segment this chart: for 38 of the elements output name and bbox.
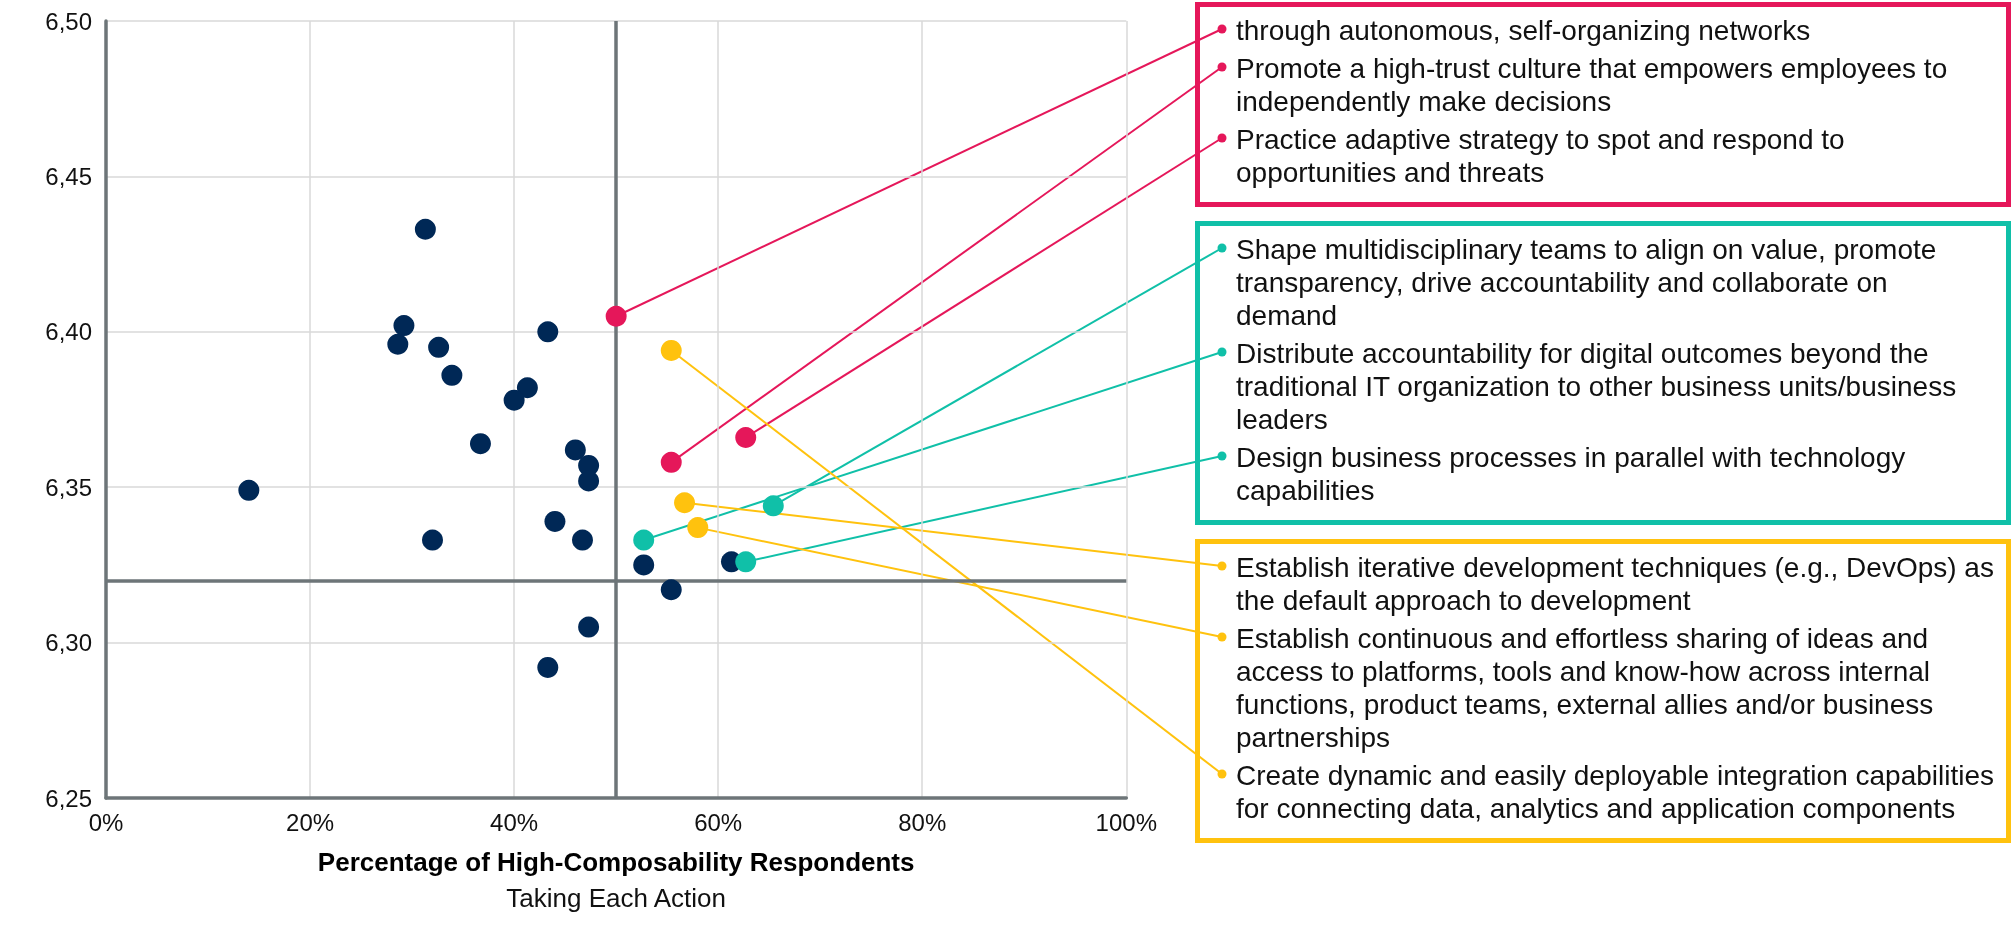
x-tick-label: 20% bbox=[286, 808, 335, 836]
point bbox=[503, 389, 525, 411]
point bbox=[544, 510, 566, 532]
point bbox=[469, 433, 491, 455]
y-tick-label: 6,30 bbox=[45, 629, 92, 657]
point bbox=[238, 479, 260, 501]
point bbox=[578, 616, 600, 638]
y-tick-label: 6,50 bbox=[45, 7, 92, 35]
annotation: through autonomous, self-organizing networks bbox=[1236, 14, 1812, 47]
annotation: Practice adaptive strategy to spot and respond to opportunities and threats bbox=[1236, 123, 1846, 189]
point bbox=[393, 315, 415, 337]
y-tick-label: 6,45 bbox=[45, 162, 92, 190]
annotation: Create dynamic and easily deployable integration capabilities for connecting data, analytics and application components bbox=[1236, 759, 1995, 825]
point bbox=[422, 529, 443, 551]
y-tick-label: 6,40 bbox=[45, 318, 92, 346]
point bbox=[537, 656, 559, 678]
point bbox=[516, 377, 538, 399]
annotation: Establish continuous and effortless sharing of ideas and access to platforms, tools and know-how across internal functions, product teams, external allies and/or business partnerships bbox=[1236, 622, 1935, 754]
point bbox=[387, 333, 409, 355]
x-tick-label: 40% bbox=[490, 808, 539, 836]
annotation: Shape multidisciplinary teams to align on value, promote transparency, drive accountability and collaborate on demand bbox=[1236, 233, 1938, 332]
annotation: Promote a high-trust culture that empowers employees to independently make decisions bbox=[1236, 52, 1949, 118]
y-tick-label: 6,35 bbox=[45, 473, 92, 501]
point bbox=[564, 439, 586, 461]
x-tick-label: 100% bbox=[1095, 808, 1157, 836]
point bbox=[572, 529, 593, 551]
annotation: Establish iterative development techniques (e.g., DevOps) as the default approach to development bbox=[1236, 551, 1995, 617]
annotation: Distribute accountability for digital outcomes beyond the traditional IT organization to other business units/business leaders bbox=[1236, 337, 1958, 436]
x-tick-label: 80% bbox=[898, 808, 947, 836]
annotation: Design business processes in parallel with technology capabilities bbox=[1236, 441, 1907, 507]
point bbox=[441, 364, 463, 386]
point bbox=[537, 321, 559, 343]
x-tick-label: 60% bbox=[694, 808, 743, 836]
point bbox=[633, 554, 655, 576]
point bbox=[428, 336, 450, 358]
x-axis-title: Percentage of High-Composability Respondents Taking Each Action bbox=[317, 847, 915, 913]
point bbox=[578, 470, 600, 492]
point bbox=[414, 218, 436, 240]
